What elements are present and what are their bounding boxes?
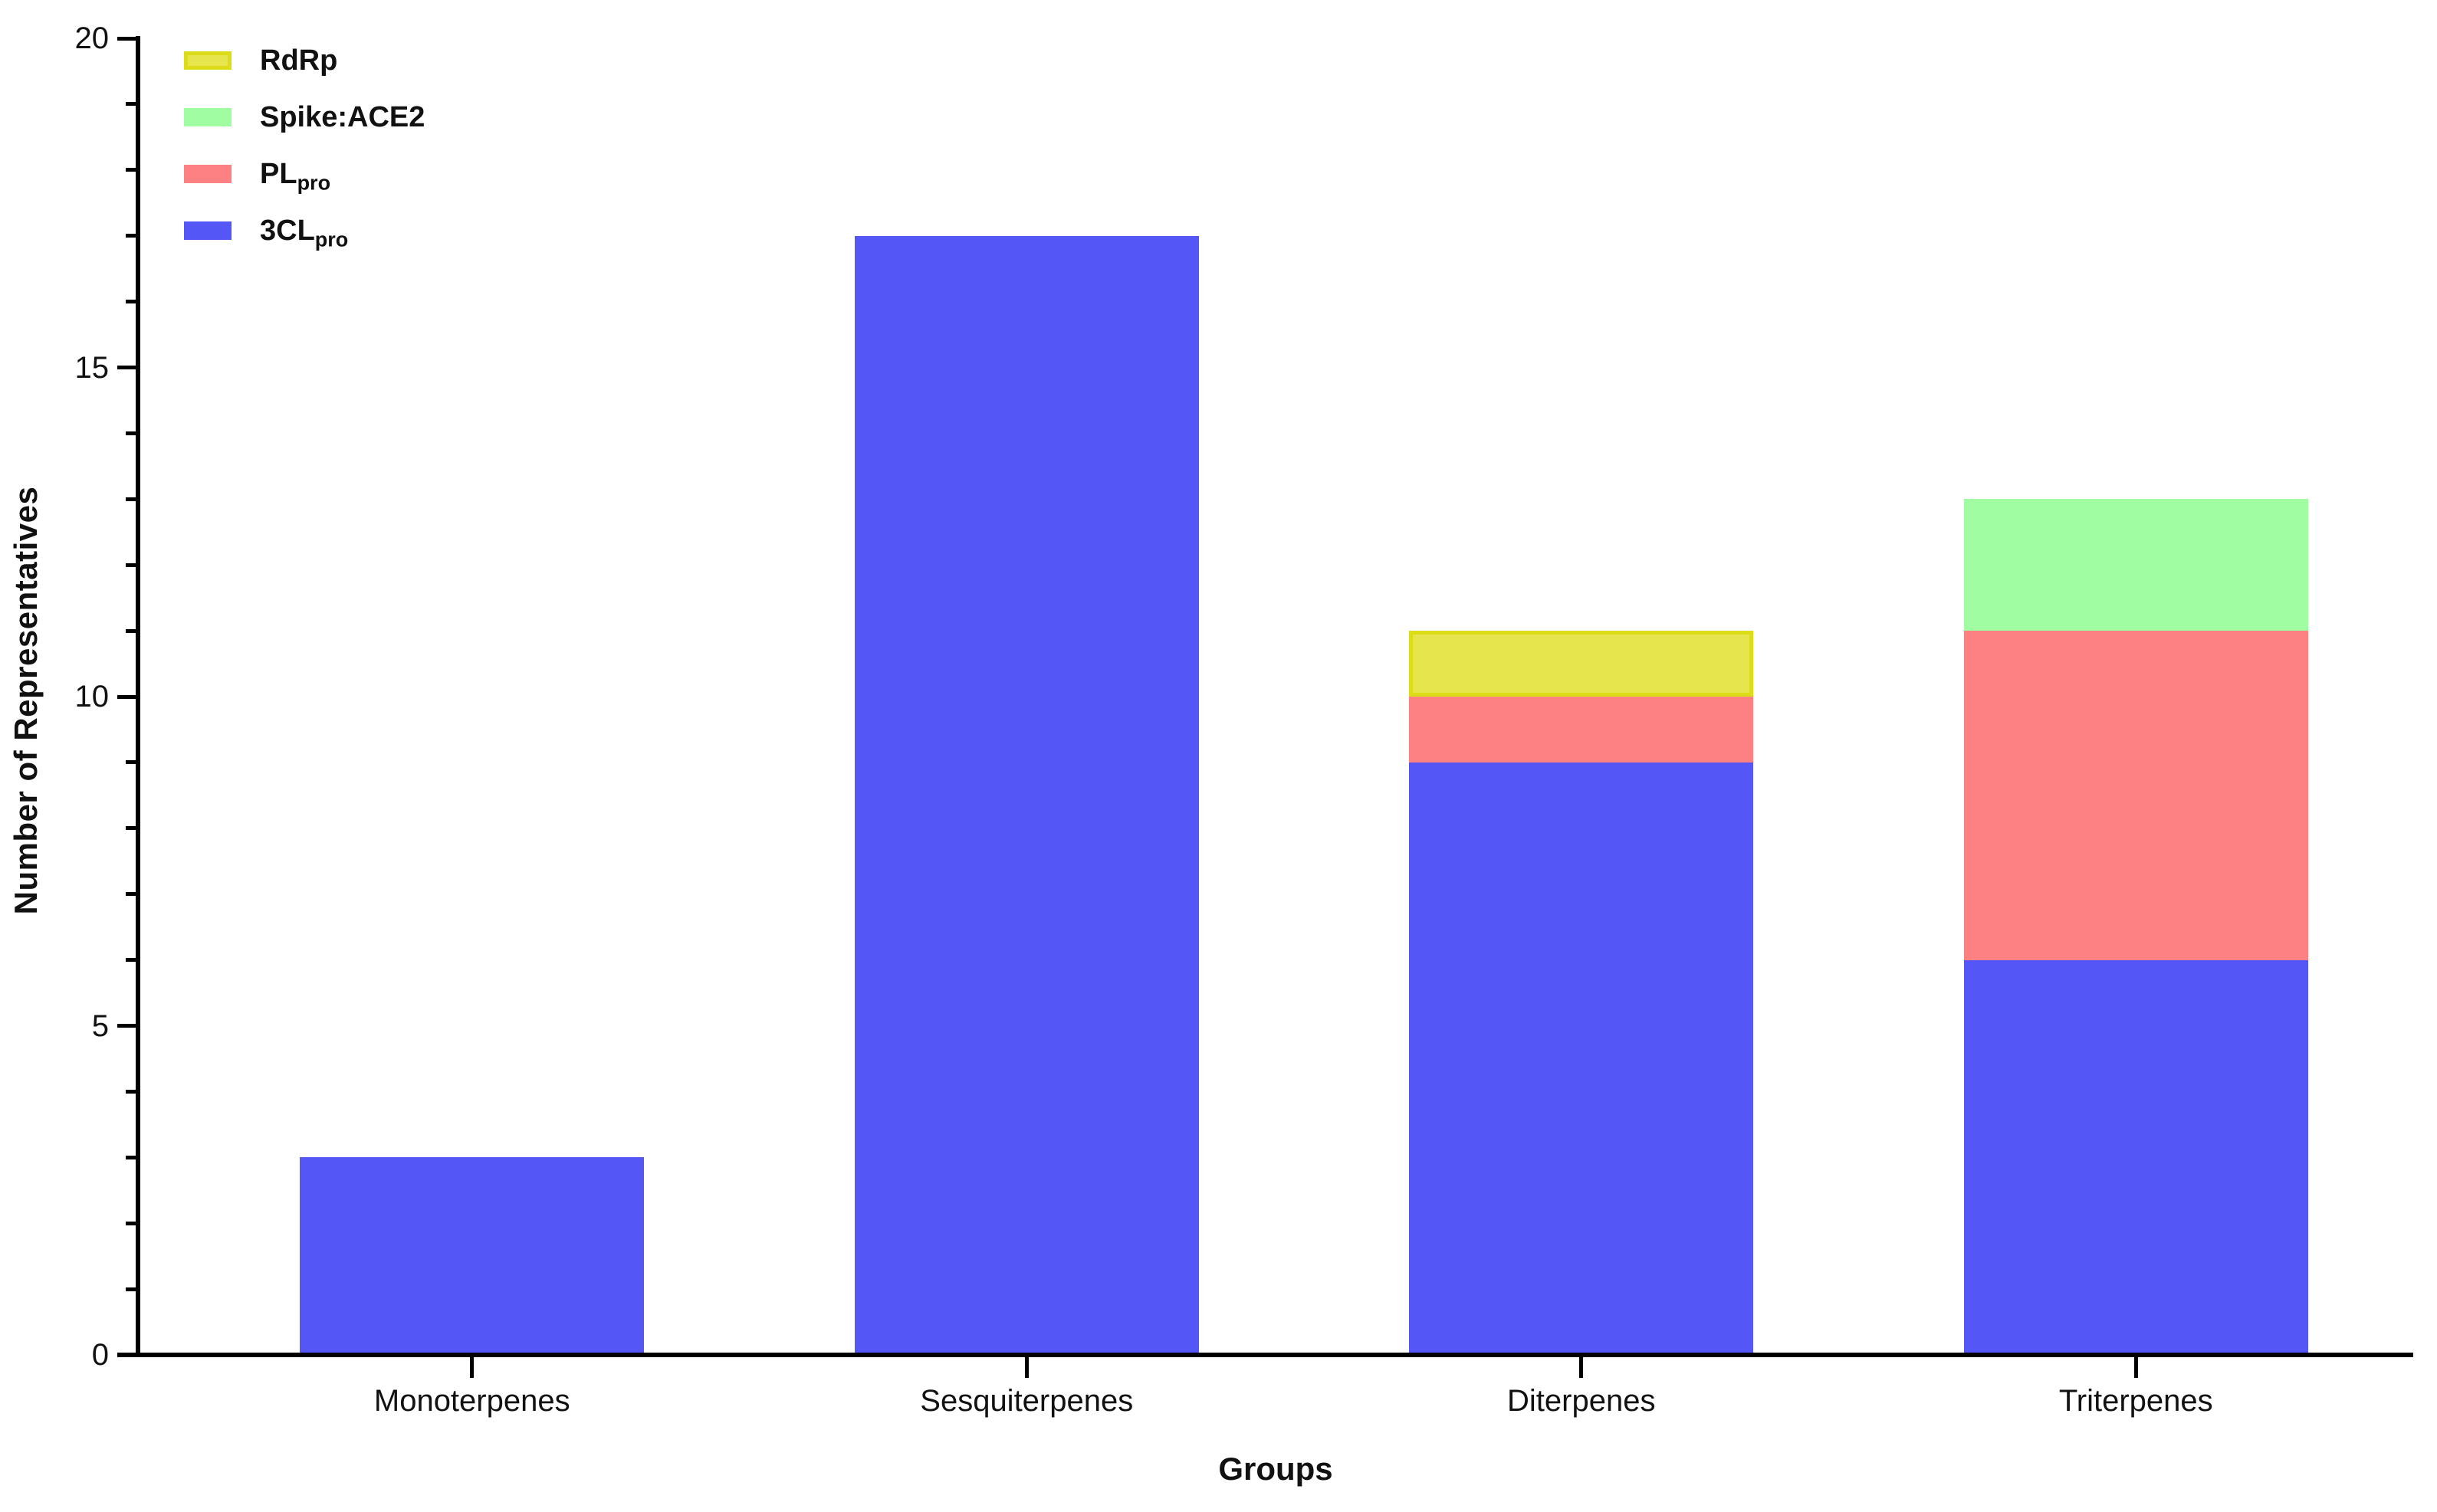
x-axis-ticks <box>138 1357 2413 1378</box>
y-minor-tick <box>126 1155 138 1159</box>
plot-area <box>138 38 2413 1355</box>
bar-slot-triterpenes <box>1859 38 2414 1355</box>
x-axis-title: Groups <box>1218 1451 1333 1487</box>
y-major-tick <box>117 366 138 369</box>
y-tick-label: 15 <box>74 350 110 385</box>
y-major-tick <box>117 1024 138 1028</box>
y-major-tick <box>117 36 138 41</box>
stacked-bar-sesquiterpenes <box>854 235 1199 1355</box>
legend-label-text: Spike:ACE2 <box>260 101 425 133</box>
y-minor-tick <box>126 102 138 107</box>
legend-label-text: RdRp <box>260 44 338 77</box>
legend-label-spike-ace2: Spike:ACE2 <box>260 103 425 132</box>
y-minor-tick <box>126 431 138 435</box>
bar-segment-3clpro <box>854 235 1199 1355</box>
x-axis-line <box>117 1353 2413 1357</box>
y-major-tick <box>117 694 138 699</box>
stacked-bar-diterpenes <box>1409 631 1754 1355</box>
bar-segment-rdrp <box>1409 631 1754 697</box>
y-tick-label: 20 <box>74 21 110 55</box>
y-tick-label: 5 <box>91 1009 109 1043</box>
y-minor-tick <box>126 168 138 172</box>
x-tick-mark <box>1579 1357 1584 1378</box>
plpro-swatch-icon <box>184 165 232 183</box>
legend-label-subscript: pro <box>314 228 349 251</box>
x-category-label-diterpenes: Diterpenes <box>1507 1384 1656 1418</box>
x-axis-category-labels: Monoterpenes Sesquiterpenes Diterpenes Trit… <box>138 1384 2413 1422</box>
bar-segment-spike-ace2 <box>1963 499 2308 631</box>
y-tick-label: 0 <box>91 1338 109 1372</box>
x-category-label-monoterpenes: Monoterpenes <box>373 1384 570 1418</box>
y-minor-tick <box>126 826 138 831</box>
y-minor-tick <box>126 234 138 238</box>
y-minor-tick <box>126 1287 138 1291</box>
bar-segment-3clpro <box>1409 762 1754 1355</box>
legend-row-rdrp: RdRp <box>184 32 425 89</box>
3clpro-swatch-icon <box>184 221 232 240</box>
rdrp-swatch-icon <box>184 51 232 70</box>
x-category-label-sesquiterpenes: Sesquiterpenes <box>920 1384 1134 1418</box>
legend: RdRp Spike:ACE2 PLpro 3CLpro <box>184 32 425 259</box>
bar-slot-sesquiterpenes <box>750 38 1305 1355</box>
legend-label-text: PL <box>260 158 297 190</box>
stacked-bar-triterpenes <box>1963 499 2308 1355</box>
stacked-bar-monoterpenes <box>300 1157 645 1355</box>
x-tick-mark <box>1024 1357 1029 1378</box>
legend-label-plpro: PLpro <box>260 158 330 193</box>
bar-slot-monoterpenes <box>195 38 750 1355</box>
y-minor-tick <box>126 300 138 304</box>
y-minor-tick <box>126 1221 138 1225</box>
spike-ace2-swatch-icon <box>184 108 232 126</box>
x-tick-cell <box>1304 1357 1859 1378</box>
y-minor-tick <box>126 1089 138 1094</box>
bar-segment-plpro <box>1409 697 1754 763</box>
y-axis-line <box>136 36 140 1356</box>
legend-label-rdrp: RdRp <box>260 46 337 75</box>
legend-row-3clpro: 3CLpro <box>184 202 425 259</box>
x-category-label-triterpenes: Triterpenes <box>2058 1384 2213 1418</box>
y-minor-tick <box>126 628 138 633</box>
x-tick-cell <box>195 1357 750 1378</box>
y-minor-tick <box>126 760 138 765</box>
x-tick-mark <box>2133 1357 2138 1378</box>
bar-segment-plpro <box>1963 631 2308 960</box>
bar-segment-3clpro <box>1963 959 2308 1355</box>
legend-row-spike-ace2: Spike:ACE2 <box>184 89 425 146</box>
y-minor-tick <box>126 562 138 567</box>
x-tick-cell <box>1859 1357 2414 1378</box>
bar-segment-3clpro <box>300 1157 645 1355</box>
x-tick-mark <box>470 1357 475 1378</box>
legend-label-subscript: pro <box>297 171 331 195</box>
y-minor-tick <box>126 497 138 501</box>
y-tick-label: 10 <box>74 680 110 713</box>
legend-label-3clpro: 3CLpro <box>260 215 348 250</box>
x-tick-cell <box>750 1357 1305 1378</box>
y-minor-tick <box>126 892 138 897</box>
legend-row-plpro: PLpro <box>184 146 425 202</box>
bar-slot-diterpenes <box>1304 38 1859 1355</box>
y-minor-tick <box>126 958 138 963</box>
legend-label-text: 3CL <box>260 215 315 247</box>
